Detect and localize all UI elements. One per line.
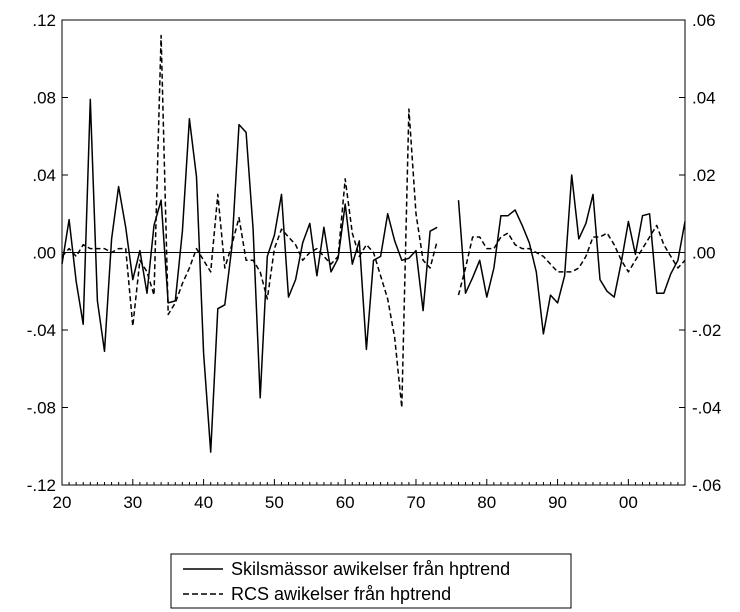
legend-box: [170, 553, 572, 609]
left-tick-label: -.08: [27, 399, 56, 418]
x-tick-label: 80: [477, 493, 496, 512]
x-axis: 20 30 40 50 60 70 80 90 00: [53, 479, 686, 512]
x-tick-label: 50: [265, 493, 284, 512]
x-tick-label: 20: [53, 493, 72, 512]
right-tick-label: .04: [692, 89, 716, 108]
x-tick-label: 30: [123, 493, 142, 512]
right-tick-label: -.04: [692, 399, 721, 418]
right-y-axis: .06 .04 .02 .00 -.02 -.04 -.06: [679, 11, 721, 495]
left-tick-label: -.04: [27, 321, 56, 340]
right-tick-label: .00: [692, 244, 716, 263]
series-layer: [61, 34, 686, 453]
x-tick-label: 00: [619, 493, 638, 512]
x-tick-label: 40: [194, 493, 213, 512]
left-y-axis: .12 .08 .04 .00 -.04 -.08 -.12: [27, 11, 68, 495]
right-tick-label: -.06: [692, 476, 721, 495]
left-tick-label: -.12: [27, 476, 56, 495]
left-tick-label: .04: [32, 166, 56, 185]
legend-label-skilsmassor: Skilsmässor awikelser från hptrend: [231, 559, 510, 579]
right-tick-label: -.02: [692, 321, 721, 340]
right-tick-label: .06: [692, 11, 716, 30]
series-skilsmassor-line-segment-2: [457, 174, 686, 335]
left-tick-label: .08: [32, 89, 56, 108]
x-tick-label: 90: [548, 493, 567, 512]
series-rcs-line-segment-1: [61, 34, 438, 409]
left-tick-label: .00: [32, 244, 56, 263]
series-skilsmassor-line-segment-1: [61, 98, 438, 453]
x-tick-label: 70: [407, 493, 426, 512]
legend: Skilsmässor awikelser från hptrend RCS a…: [170, 553, 572, 609]
left-tick-label: .12: [32, 11, 56, 30]
legend-label-rcs: RCS awikelser från hptrend: [231, 584, 451, 604]
right-tick-label: .02: [692, 166, 716, 185]
x-tick-label: 60: [336, 493, 355, 512]
series-rcs-line-segment-2: [457, 224, 686, 296]
